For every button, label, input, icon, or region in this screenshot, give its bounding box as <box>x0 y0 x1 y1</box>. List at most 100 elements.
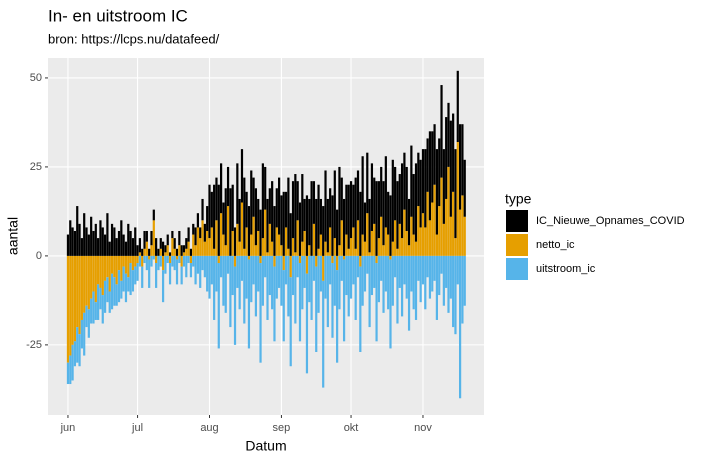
bar <box>301 255 304 310</box>
bar <box>173 248 176 256</box>
bar <box>245 191 248 228</box>
bar <box>303 230 306 256</box>
bar <box>233 255 237 267</box>
bar <box>312 181 316 224</box>
bar <box>124 273 128 303</box>
bar <box>308 245 311 256</box>
bar <box>161 255 165 271</box>
bar <box>396 181 399 249</box>
bar <box>124 255 128 274</box>
bar <box>240 255 244 281</box>
bar <box>87 234 90 256</box>
bar <box>338 166 341 246</box>
bar <box>347 184 350 249</box>
bar <box>213 255 216 320</box>
bar <box>264 255 267 278</box>
bar <box>268 188 271 224</box>
bar <box>419 227 422 256</box>
bar <box>287 255 290 317</box>
bar <box>226 166 230 207</box>
bar <box>106 213 109 256</box>
bar <box>361 255 364 306</box>
bar <box>414 255 418 320</box>
bar <box>117 255 121 271</box>
bar <box>294 174 297 253</box>
bar <box>85 305 88 328</box>
bar <box>394 220 397 256</box>
bar <box>201 220 204 256</box>
bar <box>94 223 97 256</box>
bar <box>213 184 216 249</box>
bar <box>194 255 197 285</box>
bar <box>331 263 334 338</box>
bar <box>182 255 186 267</box>
bar <box>410 145 413 217</box>
bar <box>243 248 246 256</box>
bar <box>456 142 459 256</box>
bar <box>366 152 369 214</box>
bar <box>433 255 436 281</box>
bar <box>259 209 262 256</box>
legend-key <box>506 210 528 232</box>
bar <box>85 227 88 256</box>
bar <box>210 227 213 256</box>
bar <box>175 248 179 256</box>
bar <box>90 255 93 299</box>
bar <box>363 255 367 292</box>
bar <box>155 238 158 256</box>
bar <box>373 223 376 256</box>
bar <box>69 355 72 385</box>
bar <box>394 255 397 278</box>
bar <box>166 245 169 256</box>
bar <box>108 255 111 292</box>
bar <box>442 223 445 256</box>
bar <box>421 149 425 214</box>
bar <box>173 238 176 249</box>
bar <box>252 216 255 256</box>
bar <box>268 223 271 256</box>
bar <box>199 238 202 256</box>
bar <box>71 227 74 256</box>
bar <box>115 238 118 256</box>
bar <box>129 230 132 256</box>
bar <box>278 177 281 235</box>
bar <box>252 177 255 217</box>
bar <box>396 248 399 256</box>
bar <box>150 230 153 246</box>
bar <box>352 255 355 285</box>
bar <box>240 202 244 256</box>
bar <box>159 248 162 256</box>
bar <box>143 255 146 264</box>
bar <box>194 245 197 256</box>
bar <box>257 255 260 292</box>
bar <box>284 191 288 228</box>
bar <box>117 270 121 303</box>
bar <box>73 255 77 342</box>
bar <box>99 220 102 256</box>
bar <box>210 255 213 285</box>
bar <box>180 266 183 285</box>
bar <box>219 163 223 214</box>
bar <box>203 255 206 278</box>
bar <box>382 255 385 313</box>
bar <box>83 312 86 356</box>
bar <box>120 255 123 281</box>
bar <box>359 191 362 256</box>
bar <box>215 177 218 221</box>
bar <box>166 255 169 264</box>
bar <box>275 255 278 299</box>
bar <box>456 255 459 285</box>
bar <box>452 255 455 328</box>
bar <box>69 220 72 256</box>
bar <box>115 284 118 306</box>
bar <box>305 195 309 256</box>
bar <box>66 362 70 385</box>
bar <box>296 255 299 278</box>
bar <box>208 255 211 299</box>
bar <box>78 255 81 335</box>
bar <box>161 270 165 303</box>
bar <box>71 255 74 345</box>
bar <box>428 255 432 299</box>
bar <box>152 220 155 256</box>
y-tick-label: -25 <box>26 339 42 351</box>
